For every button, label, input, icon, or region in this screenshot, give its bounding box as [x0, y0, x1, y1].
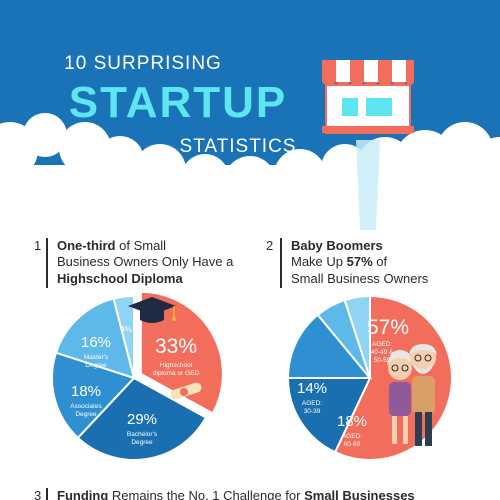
stat-1-heading: 1 One-third of Small Business Owners Onl… [34, 238, 234, 288]
stat-1-line-2: Business Owners Only Have a [57, 254, 234, 269]
pie-category-label: 30-39 [304, 408, 321, 415]
pie-value-label: 16% [81, 334, 111, 351]
pie-category-label: Bachelor's [127, 431, 158, 438]
header-line-1: 10 SURPRISING [64, 53, 222, 74]
pie-slice [343, 294, 371, 379]
diploma-scroll-icon [170, 382, 202, 400]
storefront-icon [322, 60, 414, 230]
stat-2-heading: 2 Baby Boomers Make Up 57% of Small Busi… [266, 238, 429, 288]
pie-value-label: 57% [367, 316, 409, 339]
pie-category-label: 50-59 [374, 357, 391, 364]
stat-2-line-2: Make Up 57% of [291, 254, 388, 269]
stat-2-number: 2 [266, 238, 273, 253]
education-pie-chart [51, 290, 224, 461]
stat-3-heading: 3 Funding Remains the No. 1 Challenge fo… [34, 488, 415, 500]
stat-3-line-1: Funding Remains the No. 1 Challenge for … [57, 488, 415, 500]
header-banner: 10 SURPRISING STARTUP STATISTICS [0, 0, 500, 230]
pie-category-label: AGED: [342, 433, 362, 440]
pie-slice [112, 294, 135, 379]
pie-category-label: Degree [85, 362, 107, 369]
pie-category-label: Degree [75, 411, 97, 418]
pie-slice [139, 290, 224, 415]
pie-value-label: 4% [120, 325, 132, 334]
pie-value-label: 14% [297, 380, 327, 397]
pie-category-label: AGED: [372, 341, 392, 348]
stat-1-divider [46, 238, 48, 288]
pie-slice [54, 297, 136, 380]
pie-category-label: Master's [84, 354, 109, 361]
stat-2-divider [280, 238, 282, 288]
pie-category-label: 40-49 & [371, 349, 394, 356]
stat-2-line-3: Small Business Owners [291, 271, 429, 286]
stat-3-number: 3 [34, 488, 41, 500]
pie-value-label: 29% [127, 411, 157, 428]
elderly-couple-illustration [387, 344, 437, 446]
pie-value-label: 33% [155, 335, 197, 358]
pie-category-label: AGED: [302, 400, 322, 407]
pie-value-label: 18% [71, 383, 101, 400]
stat-1-number: 1 [34, 238, 41, 253]
stat-1-line-3: Highschool Diploma [57, 271, 183, 286]
pie-slice [76, 376, 208, 461]
header-line-2: STARTUP [69, 78, 288, 127]
pie-slice [286, 377, 372, 454]
header-line-3: STATISTICS [180, 136, 297, 157]
stat-1-line-1: One-third of Small [57, 238, 166, 253]
graduation-cap-icon [128, 297, 176, 323]
pie-category-label: Highschool [160, 362, 193, 369]
pie-category-label: 60-69 [344, 441, 361, 448]
pie-category-label: Degree [131, 439, 153, 446]
pie-value-label: 18% [337, 413, 367, 430]
cloud-layer [0, 113, 500, 210]
pie-slice [51, 351, 136, 440]
pie-slice [286, 313, 373, 379]
pie-category-label: diploma or GED [153, 370, 200, 377]
pie-category-label: Associates [70, 403, 102, 410]
stat-2-line-1: Baby Boomers [291, 238, 383, 253]
age-pie-labels: 57%AGED:40-49 &50-5918%AGED:60-6914%AGED… [297, 316, 409, 448]
stat-3-divider [46, 488, 48, 500]
